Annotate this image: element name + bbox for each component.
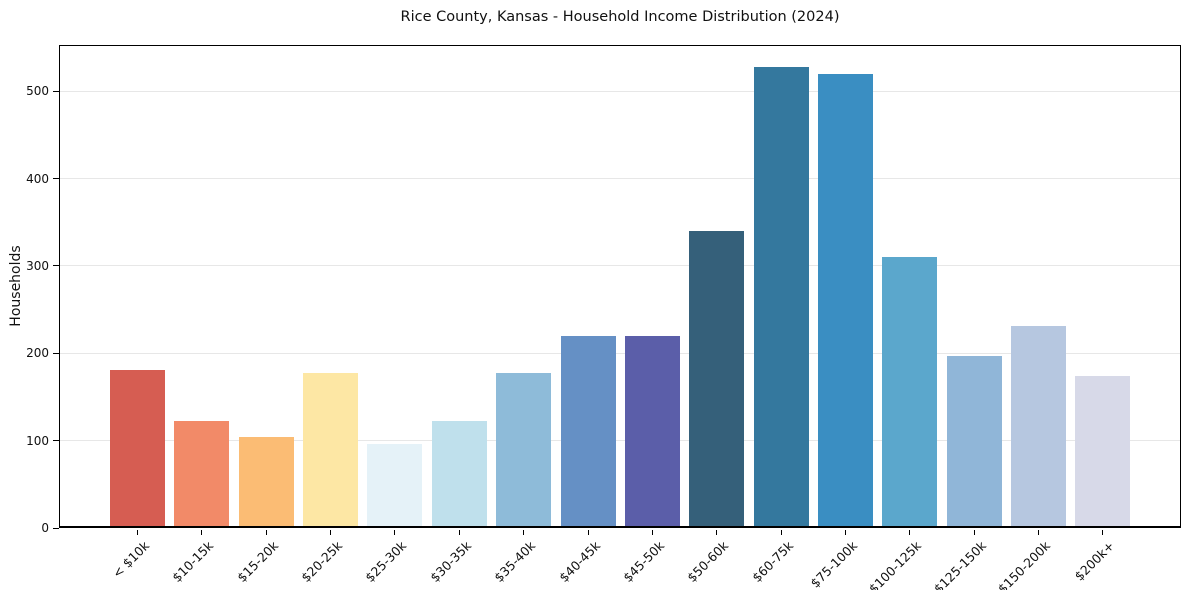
y-tick-label-400: 400 [26, 171, 49, 186]
y-tick-300 [53, 265, 59, 267]
x-tick-label-12: $75-100k [807, 538, 861, 590]
gridline-300 [59, 265, 1181, 267]
bar-9 [624, 335, 680, 528]
bar-2 [174, 421, 230, 528]
axis-spine-bottom [59, 526, 1181, 528]
bar-6 [431, 421, 487, 528]
y-tick-500 [53, 90, 59, 92]
x-tick-4 [330, 530, 332, 535]
x-tick-label-2: $10-15k [169, 538, 217, 586]
x-tick-6 [458, 530, 460, 535]
bar-16 [1075, 376, 1131, 528]
x-tick-label-1: < $10k [109, 538, 153, 581]
x-tick-7 [523, 530, 525, 535]
x-tick-3 [265, 530, 267, 535]
bar-8 [560, 335, 616, 528]
y-tick-100 [53, 440, 59, 442]
x-tick-label-13: $100-125k [866, 538, 925, 590]
bar-3 [238, 437, 294, 528]
x-tick-label-15: $150-200k [994, 538, 1054, 590]
x-tick-label-7: $35-40k [491, 538, 539, 586]
plot-area: 0 100 200 300 400 500 < $10k $10-15k $15-20k $20-… [26, 45, 1181, 590]
bar-10 [689, 231, 745, 528]
gridline-400 [59, 178, 1181, 180]
bar-4 [303, 372, 359, 528]
bar-15 [1011, 326, 1067, 528]
gridline-100 [59, 440, 1181, 442]
x-tick-label-8: $40-45k [555, 538, 603, 586]
x-tick-10 [716, 530, 718, 535]
gridline-200 [59, 352, 1181, 354]
y-tick-label-100: 100 [26, 433, 49, 448]
x-tick-12 [845, 530, 847, 535]
x-tick-label-11: $60-75k [748, 538, 796, 586]
x-tick-13 [909, 530, 911, 535]
y-tick-400 [53, 178, 59, 180]
x-tick-1 [137, 530, 138, 535]
x-tick-14 [973, 530, 975, 535]
x-tick-label-10: $50-60k [684, 538, 732, 586]
y-tick-label-300: 300 [26, 258, 49, 273]
x-tick-9 [651, 530, 653, 535]
bar-12 [818, 73, 874, 528]
chart-title: Rice County, Kansas - Household Income D… [400, 9, 840, 25]
y-tick-label-500: 500 [26, 84, 49, 99]
y-tick-label-0: 0 [41, 521, 49, 535]
x-tick-15 [1038, 530, 1040, 535]
x-tick-label-9: $45-50k [619, 538, 668, 586]
x-tick-label-16: $200k+ [1071, 538, 1118, 584]
y-axis-label: Households [8, 245, 24, 327]
bar-14 [946, 355, 1002, 528]
x-tick-8 [587, 530, 589, 535]
y-tick-200 [53, 352, 59, 354]
x-tick-2 [201, 530, 203, 535]
bar-11 [753, 66, 809, 528]
y-tick-label-200: 200 [26, 346, 49, 361]
x-tick-label-6: $30-35k [426, 538, 474, 586]
axis-spine-top [59, 45, 1181, 46]
x-tick-5 [394, 530, 396, 535]
bar-13 [882, 257, 938, 528]
gridline-500 [59, 90, 1181, 92]
x-tick-11 [780, 530, 782, 535]
bar-5 [367, 444, 423, 528]
x-tick-label-14: $125-150k [930, 538, 989, 590]
x-tick-label-4: $20-25k [298, 538, 346, 586]
bar-1 [110, 369, 165, 528]
axis-spine-right [1180, 45, 1181, 528]
x-tick-label-3: $15-20k [233, 538, 281, 586]
axis-spine-left [59, 45, 60, 528]
x-tick-16 [1102, 530, 1104, 535]
y-tick-0 [53, 527, 59, 529]
bar-7 [496, 373, 552, 528]
x-tick-label-5: $25-30k [362, 538, 410, 586]
